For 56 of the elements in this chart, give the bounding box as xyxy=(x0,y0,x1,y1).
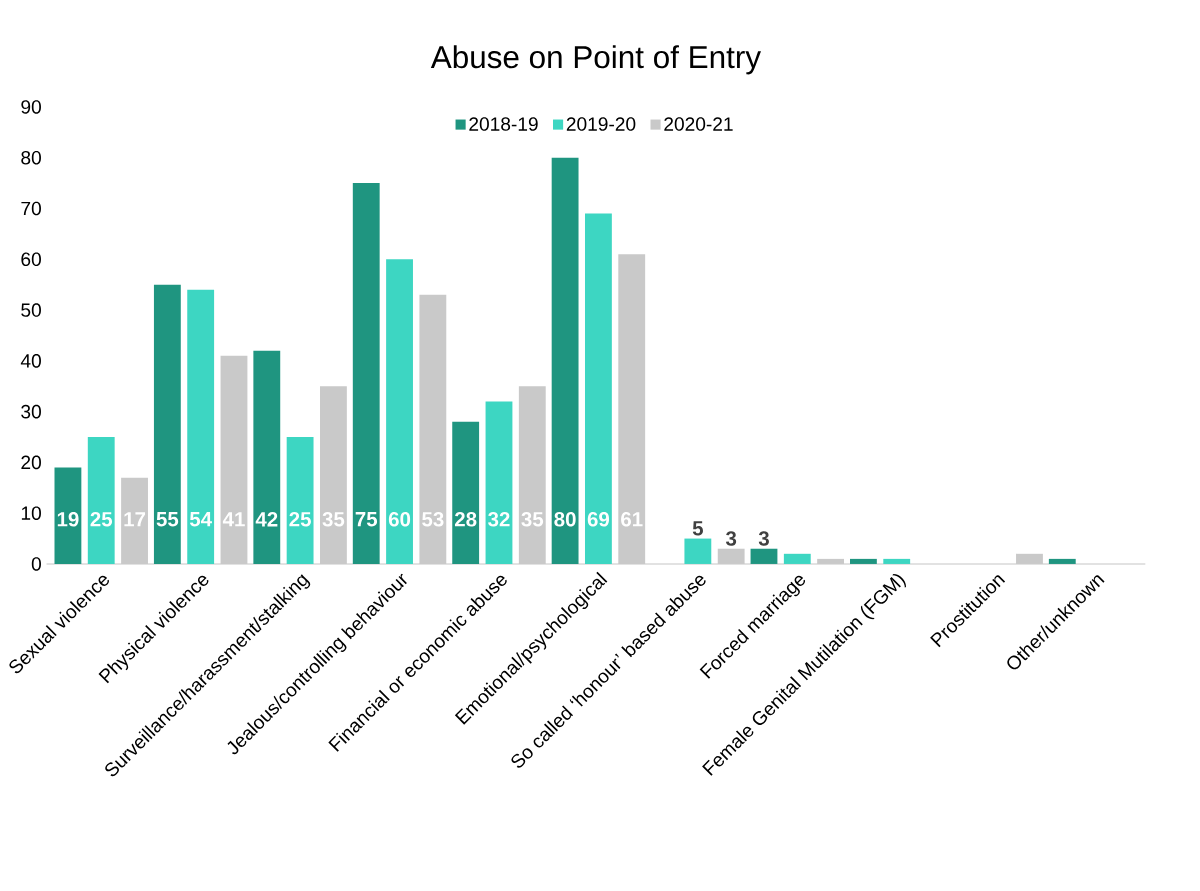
bar xyxy=(883,559,911,565)
y-tick-label: 0 xyxy=(31,557,41,571)
data-label: 54 xyxy=(189,512,212,527)
bar xyxy=(220,355,248,565)
bar xyxy=(54,467,82,565)
bar xyxy=(1016,553,1043,565)
bar xyxy=(452,421,480,565)
bar xyxy=(87,437,115,565)
bar xyxy=(584,213,612,565)
data-label: 42 xyxy=(255,512,278,527)
legend-label: 2019-20 xyxy=(566,117,636,131)
legend-label: 2018-19 xyxy=(469,117,538,131)
bar xyxy=(717,548,745,565)
bar xyxy=(187,289,215,565)
y-tick-label: 50 xyxy=(21,303,41,318)
data-label: 25 xyxy=(90,512,113,527)
bar xyxy=(849,559,877,565)
data-label: 55 xyxy=(156,512,179,527)
data-label: 80 xyxy=(554,512,576,527)
data-label: 60 xyxy=(388,512,411,527)
data-label: 28 xyxy=(454,512,477,527)
data-label: 19 xyxy=(57,512,79,527)
bar xyxy=(386,259,413,565)
y-tick-label: 90 xyxy=(21,100,41,114)
y-tick-label: 20 xyxy=(21,455,41,470)
bar xyxy=(253,350,281,565)
bar xyxy=(518,386,546,565)
bar xyxy=(320,386,347,565)
bar xyxy=(153,284,181,565)
y-tick-label: 30 xyxy=(21,404,41,419)
bar xyxy=(419,294,447,565)
y-tick-label: 70 xyxy=(21,201,41,216)
data-label: 3 xyxy=(725,531,737,546)
bar xyxy=(783,553,811,565)
bar xyxy=(1048,559,1076,565)
data-label: 69 xyxy=(587,512,610,527)
data-label: 32 xyxy=(488,512,510,527)
y-tick-label: 40 xyxy=(20,354,41,368)
data-label: 75 xyxy=(355,512,378,527)
y-tick-label: 60 xyxy=(21,252,41,267)
bar xyxy=(352,183,380,565)
bar xyxy=(551,157,579,565)
data-label: 25 xyxy=(289,512,311,527)
bar xyxy=(618,254,646,565)
data-label: 3 xyxy=(758,531,769,546)
bar xyxy=(684,538,712,565)
data-label: 5 xyxy=(692,521,703,536)
y-tick-label: 10 xyxy=(21,506,41,521)
bar xyxy=(286,437,314,565)
bar xyxy=(485,401,513,565)
bar xyxy=(750,548,778,565)
y-tick-label: 80 xyxy=(21,151,41,165)
legend-label: 2020-21 xyxy=(664,117,733,131)
chart-title: Abuse on Point of Entry xyxy=(430,45,761,75)
bar xyxy=(121,477,148,565)
bar xyxy=(817,559,845,565)
